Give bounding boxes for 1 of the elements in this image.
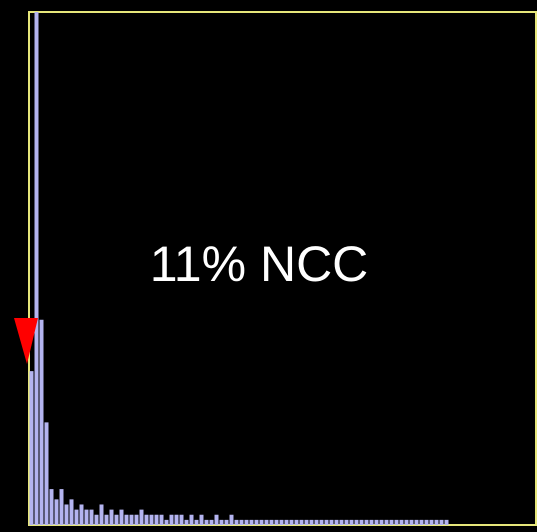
annotation: 11% NCC <box>150 236 368 292</box>
